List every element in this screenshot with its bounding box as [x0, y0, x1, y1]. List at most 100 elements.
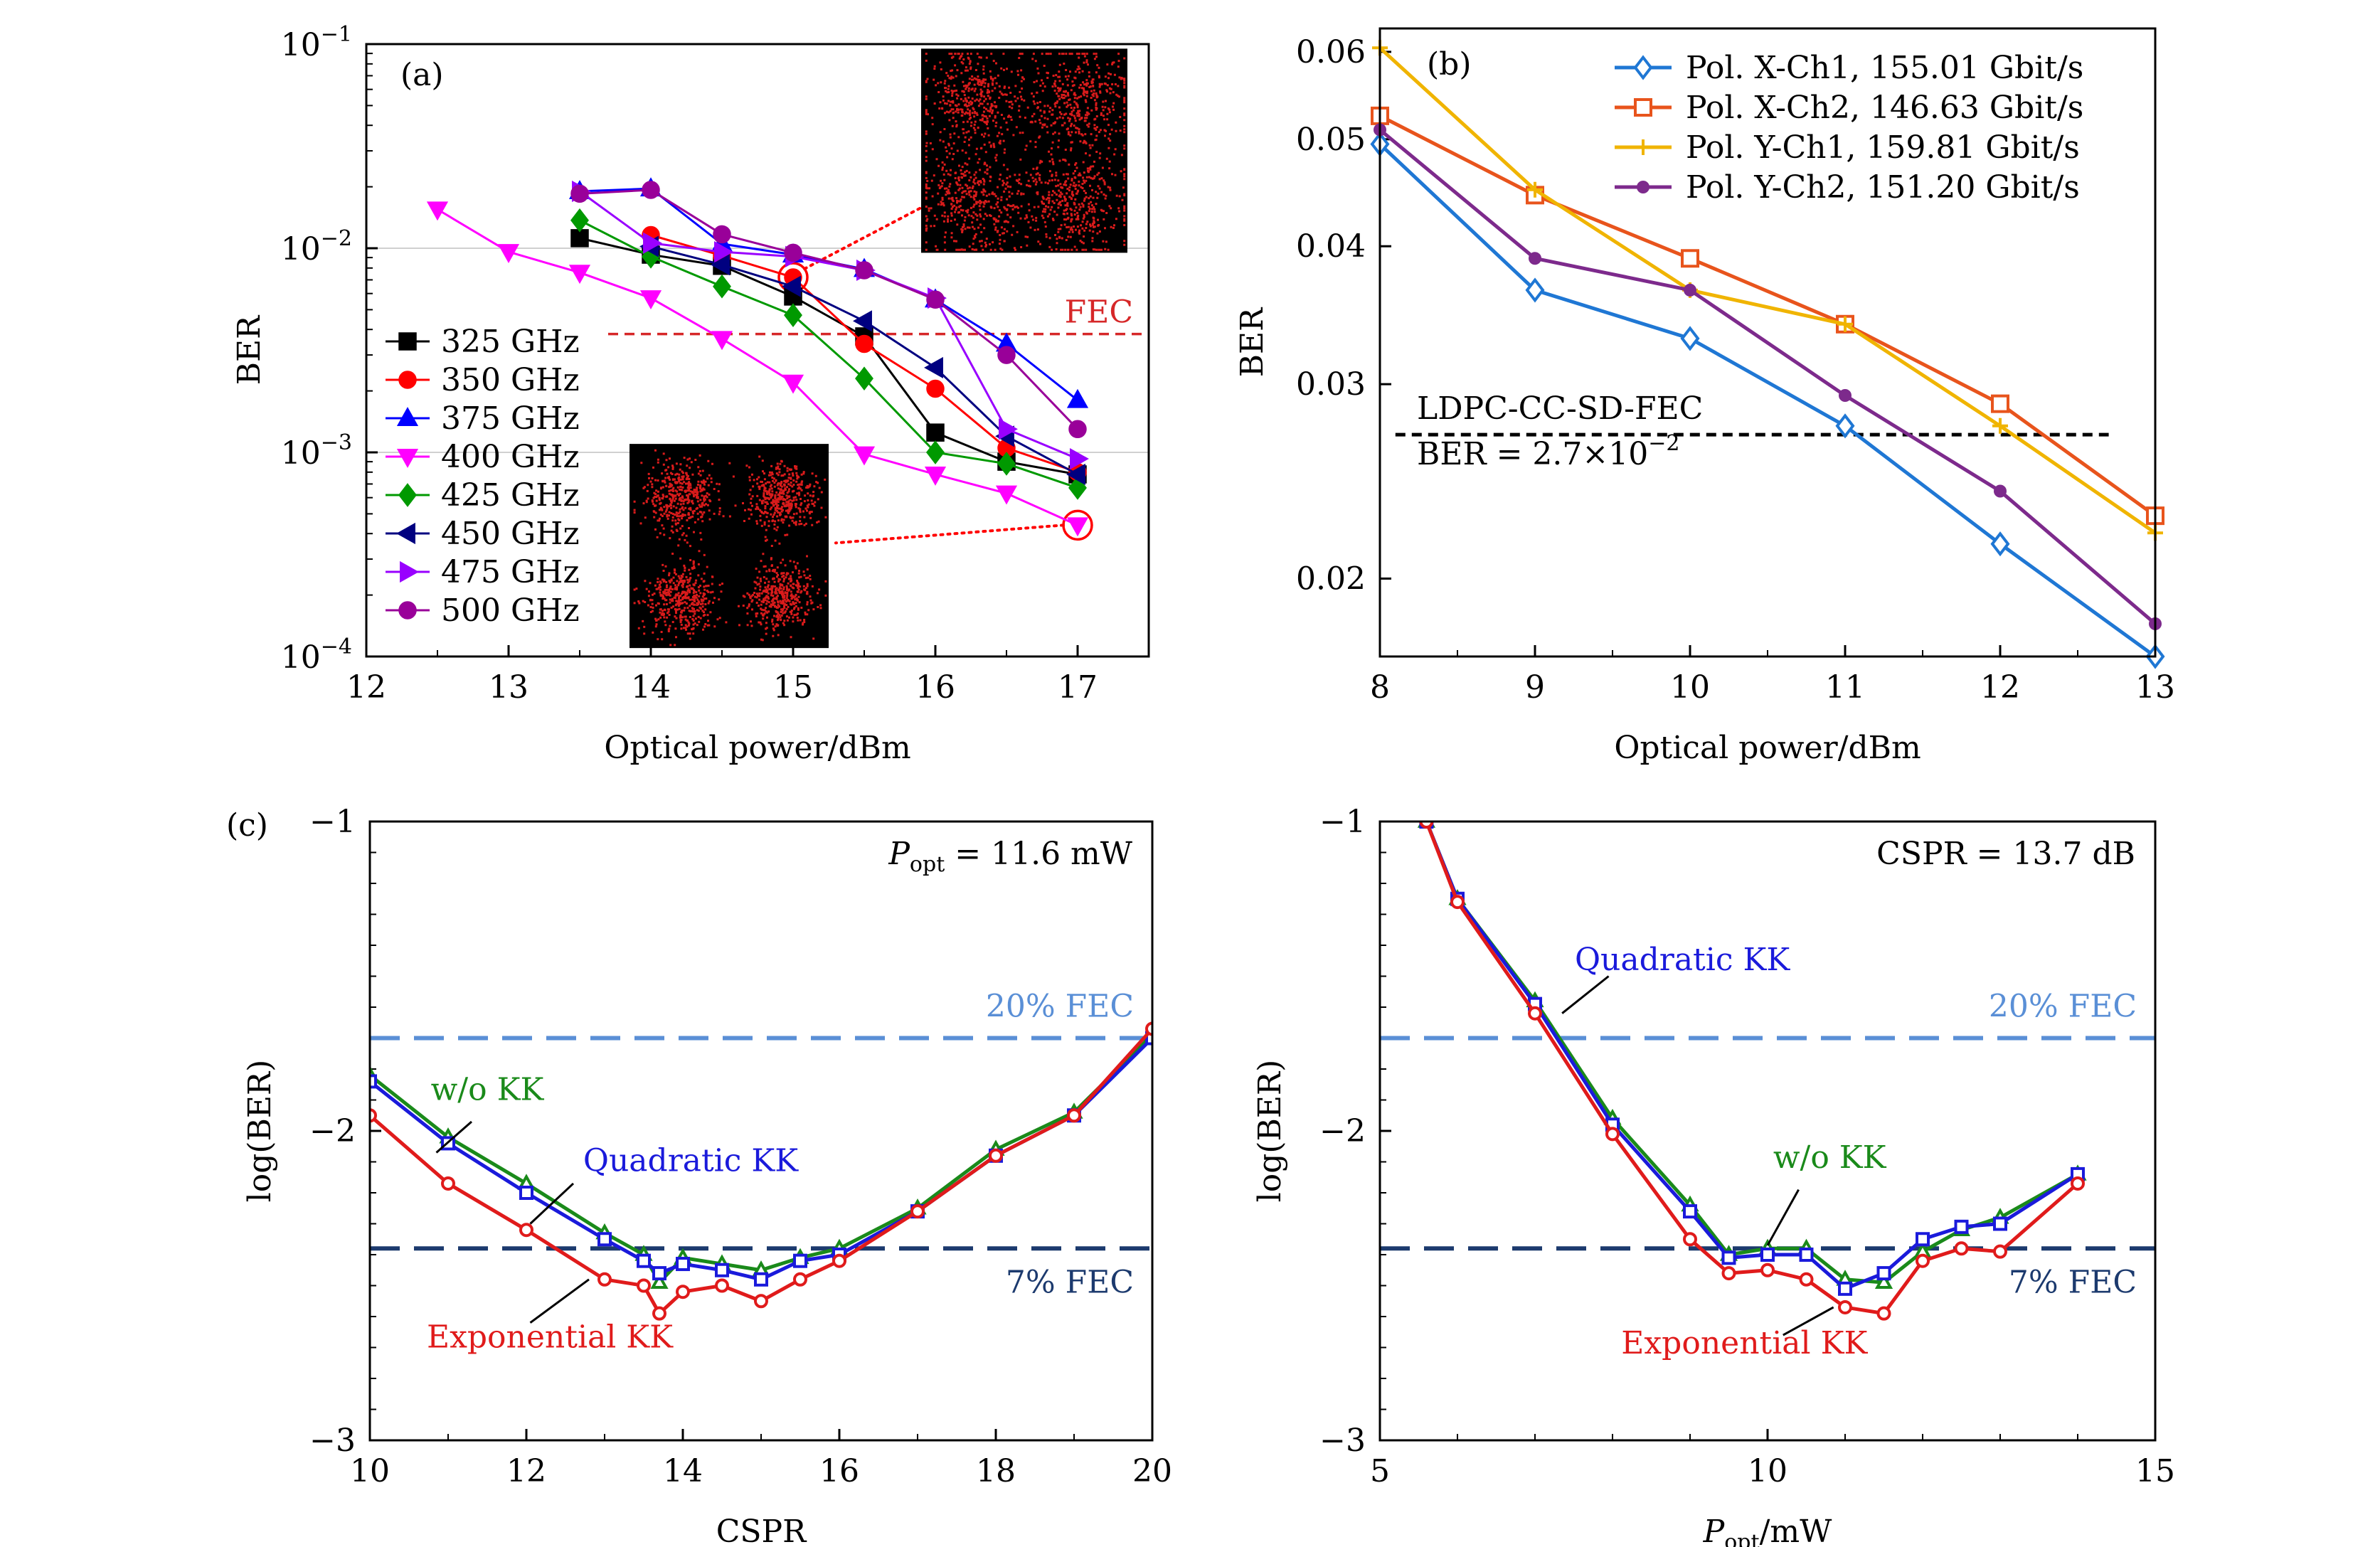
y-tick-label: −3 [1319, 1423, 1366, 1459]
data-point [1876, 1306, 1891, 1321]
data-point [570, 208, 589, 233]
legend-marker [400, 560, 419, 583]
x-tick-label: 18 [976, 1453, 1016, 1489]
data-point [1683, 1204, 1697, 1219]
data-point [853, 310, 872, 332]
fec-label: LDPC-CC-SD-FEC [1417, 390, 1703, 427]
ber-threshold-value: BER = 2.7×10 [1417, 436, 1648, 472]
series-w-o-kk [1417, 822, 2087, 1289]
data-point [519, 1223, 533, 1238]
data-point [999, 418, 1018, 440]
x-tick-label: 13 [489, 669, 528, 706]
series-line [1425, 822, 2079, 1291]
y-tick-label: 10−2 [281, 226, 352, 267]
y-tick-label: −3 [309, 1423, 356, 1459]
x-tick-label: 12 [506, 1453, 546, 1489]
legend-marker [1633, 55, 1653, 80]
legend-marker [398, 371, 417, 389]
data-point [1954, 1241, 1969, 1256]
curve-annotation: Quadratic KK [583, 1143, 799, 1179]
annotation-leader [529, 1182, 575, 1225]
data-point [1066, 517, 1089, 537]
data-point [1070, 447, 1089, 470]
y-tick-label: 0.05 [1296, 122, 1366, 158]
data-point [853, 446, 876, 466]
data-point [926, 290, 945, 309]
data-point [1068, 420, 1087, 439]
data-point [1681, 249, 1699, 268]
legend-label: 475 GHz [441, 554, 580, 590]
data-point [784, 243, 802, 262]
y-tick-label: 0.02 [1296, 560, 1366, 597]
data-point [497, 244, 520, 264]
data-point [1680, 326, 1700, 351]
data-point [1721, 1266, 1736, 1281]
series-line [579, 190, 1078, 460]
constellation-points [925, 53, 1126, 251]
fec-20-label: 20% FEC [986, 989, 1134, 1025]
curve-annotation: w/o KK [1773, 1139, 1887, 1176]
y-tick-base: 10 [281, 231, 321, 267]
data-point [1837, 316, 1853, 332]
annotation-leader [435, 1120, 472, 1154]
data-point [995, 485, 1018, 505]
series-500-ghz [570, 181, 1087, 439]
data-point [997, 346, 1016, 364]
data-point [1916, 1232, 1930, 1247]
legend-marker [396, 449, 419, 468]
data-point [1527, 181, 1543, 198]
data-point [832, 1253, 846, 1268]
legend-label: 350 GHz [441, 362, 580, 398]
data-point [597, 1232, 612, 1247]
curve-annotation: Exponential KK [427, 1319, 674, 1356]
panel-c-right: 5 10 15 −1 −2 −3 20% FEC 7% FEC Quadratic KK w/o … [1252, 804, 2175, 1547]
data-point [1145, 1021, 1152, 1036]
data-point [1990, 531, 2010, 557]
data-point [713, 225, 731, 244]
x-axis-label-text: CSPR [716, 1514, 807, 1547]
fec-7-label: 7% FEC [2009, 1264, 2137, 1300]
panel-b: 8 9 10 11 12 13 0.06 0.05 0.04 0.03 0.02 LDPC-CC-SD… [1234, 27, 2175, 766]
data-point [1528, 1006, 1542, 1021]
data-point [1916, 1253, 1930, 1268]
data-point [1991, 394, 2009, 413]
x-tick-label: 17 [1058, 669, 1098, 706]
legend-marker [398, 601, 417, 620]
ber-threshold-label: BER = 2.7×10−2 [1417, 431, 1680, 472]
data-point [1529, 252, 1541, 265]
x-axis-unit: /mW [1760, 1514, 1833, 1547]
data-point [926, 440, 945, 464]
legend-marker [1637, 181, 1649, 193]
ber-threshold-exponent: −2 [1648, 431, 1679, 456]
series-pol-y-ch2-151-20-gbit-s [1374, 123, 2162, 631]
series-line [1425, 822, 2079, 1285]
legend-marker [1635, 139, 1651, 155]
condition-subscript: opt [910, 852, 945, 877]
legend-label: 425 GHz [441, 477, 580, 514]
x-axis-label: CSPR [716, 1514, 807, 1547]
data-point [1993, 1216, 2007, 1231]
data-point [1525, 277, 1545, 303]
data-point [1605, 1127, 1620, 1142]
x-axis-label: Optical power/dBm [1614, 730, 1921, 766]
annotation-leader [529, 1278, 590, 1324]
constellation-points [633, 449, 827, 647]
panel-label: (c) [226, 807, 268, 844]
data-point [997, 452, 1016, 476]
series-line [437, 208, 1078, 526]
x-axis-symbol: P [1703, 1514, 1726, 1547]
data-point [1799, 1248, 1814, 1262]
data-point [855, 366, 873, 391]
data-point [1874, 1272, 1893, 1289]
annotation-leader [1783, 1306, 1834, 1336]
data-point [652, 1306, 666, 1321]
y-tick-base: 10 [281, 639, 321, 676]
y-tick-label: −1 [1319, 804, 1366, 840]
data-point [1992, 418, 2008, 434]
series-line [1425, 822, 2079, 1316]
fec-7-label: 7% FEC [1006, 1264, 1134, 1300]
data-point [1993, 1244, 2007, 1259]
y-tick-label: 10−4 [281, 634, 352, 676]
highlight-leader [834, 523, 1065, 545]
